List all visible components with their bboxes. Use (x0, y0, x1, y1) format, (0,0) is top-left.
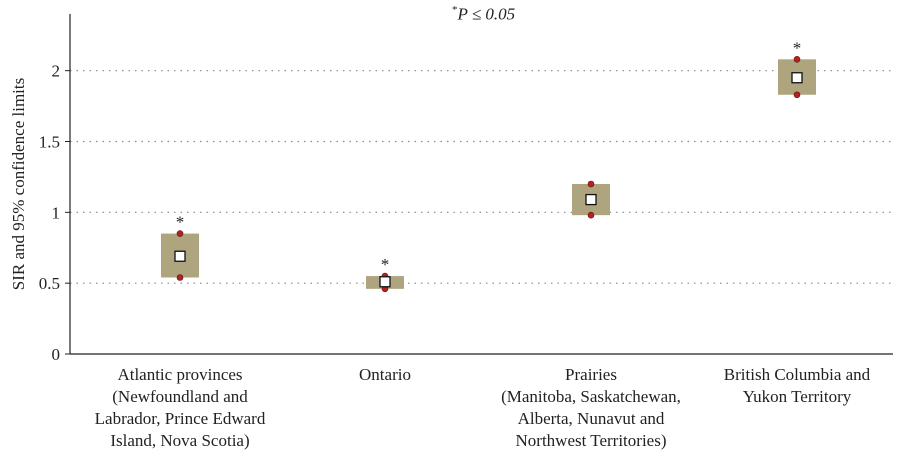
y-tick-label: 0.5 (39, 274, 60, 293)
sir-estimate-point (379, 276, 391, 288)
ci-upper-point (793, 56, 801, 63)
ci-upper-point (587, 180, 595, 188)
x-category-label: British Columbia and Yukon Territory (723, 365, 871, 406)
significance-star: * (381, 255, 390, 274)
ci-lower-point (176, 274, 184, 281)
significance-marker: * (452, 4, 458, 16)
y-tick-label: 1 (52, 203, 61, 222)
x-category-label: Ontario (359, 365, 411, 384)
ci-lower-point (793, 91, 801, 99)
ci-lower-point (587, 211, 595, 219)
sir-estimate-point (585, 193, 597, 206)
y-tick-label: 0 (52, 345, 61, 364)
sir-estimate-point (174, 250, 186, 262)
x-category-label: Prairies (Manitoba, Saskatchewan, Albert… (501, 365, 681, 450)
significance-star: * (793, 38, 802, 57)
significance-text: P ≤ 0.05 (457, 4, 516, 24)
y-tick-label: 2 (52, 62, 61, 81)
significance-star: * (176, 213, 185, 232)
y-axis-label: SIR and 95% confidence limits (9, 78, 28, 290)
y-tick-label: 1.5 (39, 133, 60, 152)
x-category-label: Atlantic provinces (Newfoundland and Lab… (94, 365, 266, 450)
sir-estimate-point (791, 72, 803, 84)
ci-upper-point (176, 230, 184, 237)
significance-note: *P ≤ 0.05 (452, 4, 515, 25)
